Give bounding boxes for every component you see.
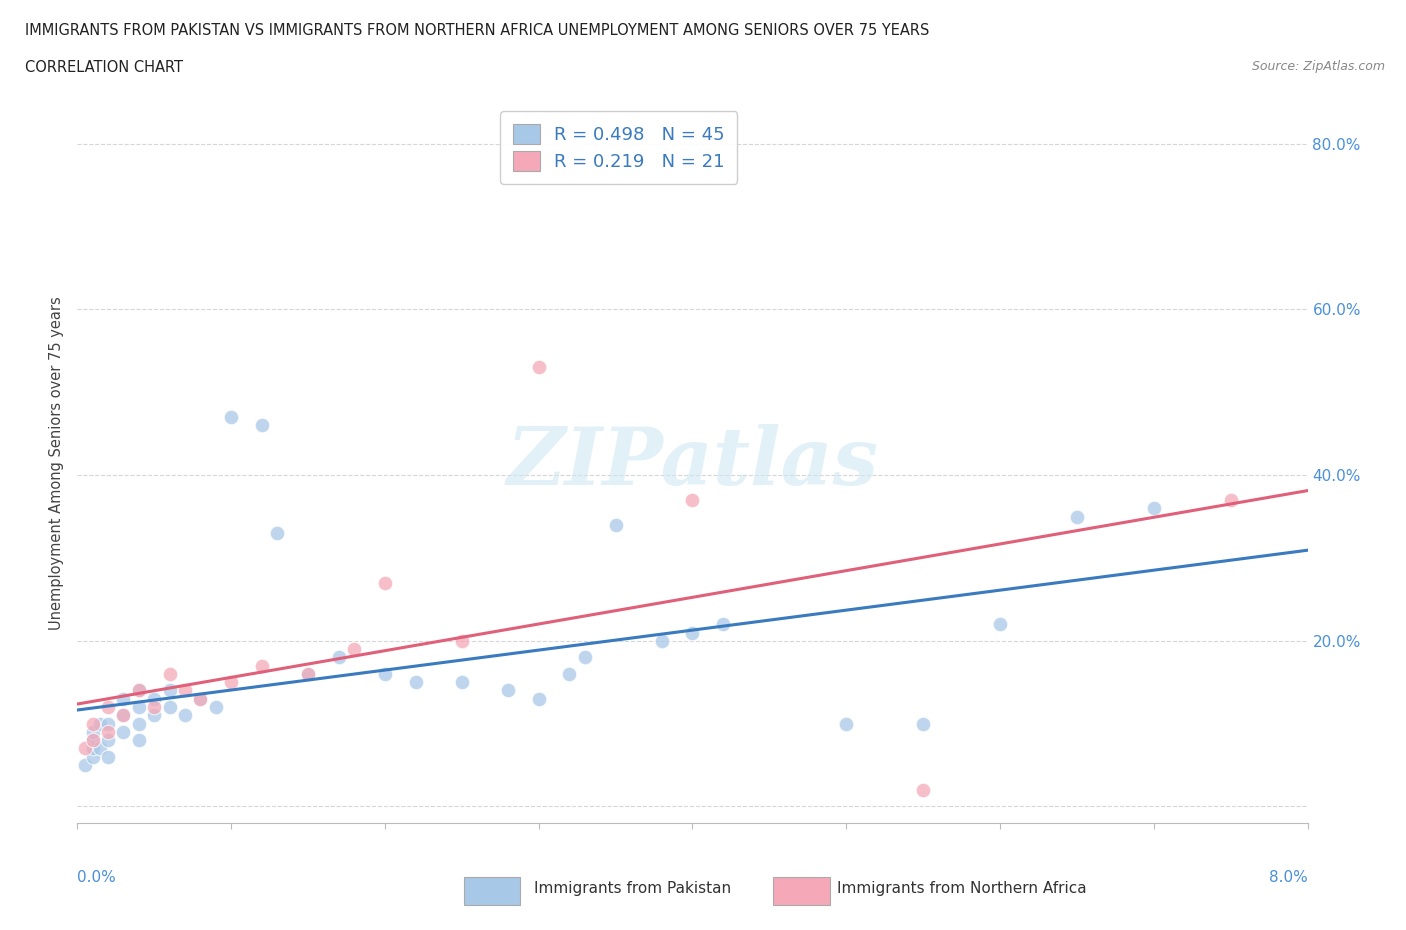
Point <box>82 716 104 731</box>
Point <box>250 658 273 673</box>
Point <box>450 633 472 648</box>
Point <box>297 667 319 682</box>
Point <box>112 691 135 706</box>
Point <box>89 716 111 731</box>
Point <box>112 708 135 723</box>
Point <box>682 493 704 508</box>
Text: Source: ZipAtlas.com: Source: ZipAtlas.com <box>1251 60 1385 73</box>
Point <box>343 642 366 657</box>
Point <box>204 699 226 714</box>
Point <box>1219 493 1241 508</box>
Point <box>328 650 350 665</box>
Point <box>97 733 120 748</box>
Legend: R = 0.498   N = 45, R = 0.219   N = 21: R = 0.498 N = 45, R = 0.219 N = 21 <box>501 112 737 183</box>
Point <box>527 360 550 375</box>
Point <box>174 708 197 723</box>
Point <box>89 741 111 756</box>
Point <box>128 683 150 698</box>
Point <box>112 724 135 739</box>
Point <box>128 683 150 698</box>
Point <box>143 708 166 723</box>
Text: Immigrants from Pakistan: Immigrants from Pakistan <box>534 881 731 896</box>
Point <box>450 675 472 690</box>
Point <box>912 716 935 731</box>
Point <box>605 517 627 532</box>
Point <box>527 691 550 706</box>
Point <box>651 633 673 648</box>
Point <box>558 667 581 682</box>
Point <box>988 617 1011 631</box>
Point <box>82 750 104 764</box>
Point <box>835 716 858 731</box>
Text: 8.0%: 8.0% <box>1268 870 1308 885</box>
Point <box>97 750 120 764</box>
Point <box>1143 500 1166 515</box>
Point <box>219 410 242 425</box>
Text: CORRELATION CHART: CORRELATION CHART <box>25 60 183 75</box>
Point <box>159 667 181 682</box>
Point <box>143 691 166 706</box>
Point <box>682 625 704 640</box>
Point <box>143 699 166 714</box>
Point <box>82 724 104 739</box>
Point <box>97 724 120 739</box>
Point <box>1066 509 1088 524</box>
Text: Immigrants from Northern Africa: Immigrants from Northern Africa <box>837 881 1087 896</box>
Text: IMMIGRANTS FROM PAKISTAN VS IMMIGRANTS FROM NORTHERN AFRICA UNEMPLOYMENT AMONG S: IMMIGRANTS FROM PAKISTAN VS IMMIGRANTS F… <box>25 23 929 38</box>
Point <box>82 741 104 756</box>
Point <box>711 617 734 631</box>
Point <box>128 699 150 714</box>
Point <box>219 675 242 690</box>
Point <box>73 758 96 773</box>
Point <box>97 716 120 731</box>
Text: ZIPatlas: ZIPatlas <box>506 424 879 501</box>
Point <box>405 675 427 690</box>
Point <box>250 418 273 432</box>
Point <box>174 683 197 698</box>
Point <box>374 667 396 682</box>
Point <box>97 699 120 714</box>
Point <box>190 691 212 706</box>
Text: 0.0%: 0.0% <box>77 870 117 885</box>
Point <box>912 782 935 797</box>
Point <box>73 741 96 756</box>
Point <box>82 733 104 748</box>
Point <box>574 650 596 665</box>
Point <box>266 525 288 540</box>
Point <box>112 708 135 723</box>
Point <box>128 733 150 748</box>
Y-axis label: Unemployment Among Seniors over 75 years: Unemployment Among Seniors over 75 years <box>49 296 65 630</box>
Point <box>496 683 519 698</box>
Point <box>159 683 181 698</box>
Point <box>374 576 396 591</box>
Point <box>82 733 104 748</box>
Point <box>159 699 181 714</box>
Point <box>297 667 319 682</box>
Point <box>128 716 150 731</box>
Point <box>190 691 212 706</box>
